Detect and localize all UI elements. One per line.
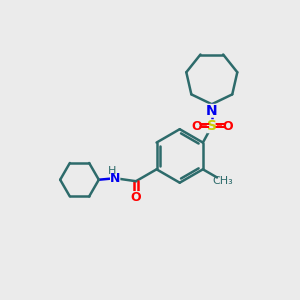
- Text: O: O: [131, 191, 141, 204]
- Text: N: N: [110, 172, 120, 185]
- Text: S: S: [207, 119, 217, 133]
- Text: =: =: [198, 118, 211, 133]
- Text: CH₃: CH₃: [212, 176, 233, 186]
- Text: =: =: [213, 118, 226, 133]
- Text: O: O: [191, 120, 202, 133]
- Text: N: N: [206, 104, 218, 118]
- Text: H: H: [108, 166, 116, 176]
- Text: O: O: [222, 120, 232, 133]
